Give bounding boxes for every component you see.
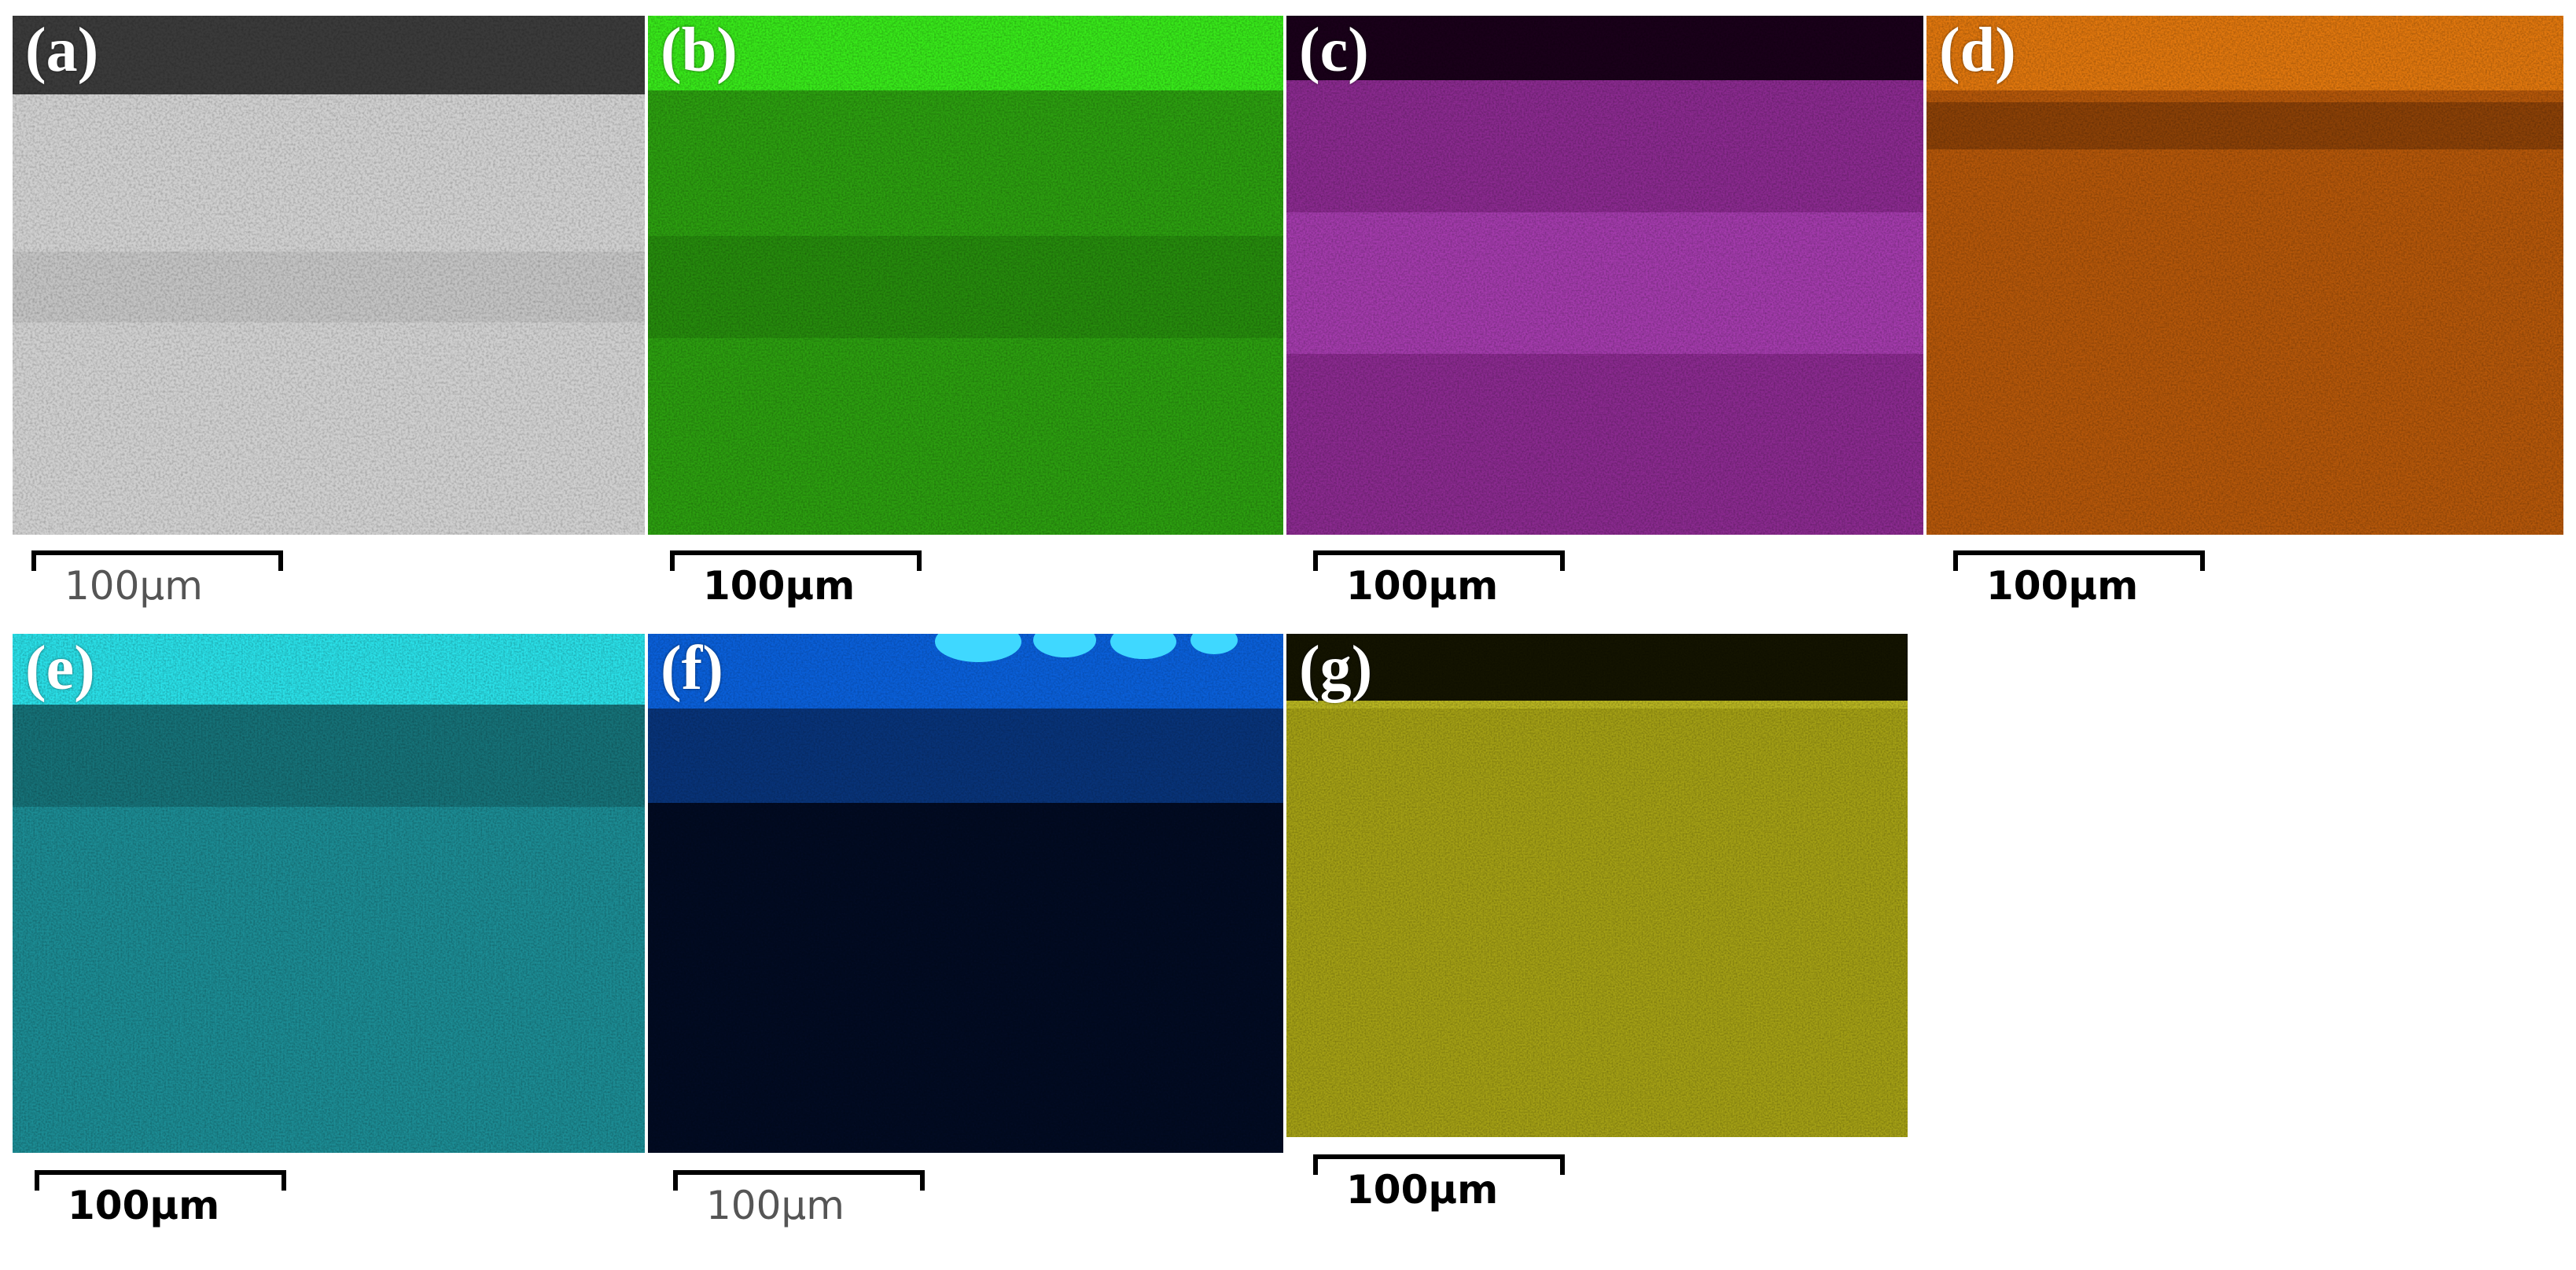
scalebar-line-a: [31, 550, 283, 571]
panel-c: (c): [1286, 16, 1923, 535]
scalebar-text-a: 100µm: [64, 563, 203, 609]
surface-blobs-f: [935, 634, 1238, 662]
panel-b: (b): [648, 16, 1283, 535]
panel-a: (a): [13, 16, 645, 535]
panel-e: (e): [13, 634, 645, 1153]
scalebar-g: 100µm: [1313, 1154, 1565, 1217]
panel-label-b: (b): [661, 16, 738, 85]
element-map-d: [1926, 16, 2563, 535]
scalebar-text-e: 100µm: [68, 1183, 220, 1228]
panel-label-e: (e): [25, 634, 95, 703]
scalebar-line-f: [673, 1170, 925, 1191]
scalebar-b: 100µm: [670, 550, 922, 613]
panel-label-g: (g): [1299, 634, 1373, 703]
element-map-f: [648, 634, 1283, 1153]
panel-label-a: (a): [25, 16, 99, 85]
panel-label-c: (c): [1299, 16, 1369, 85]
element-map-g: [1286, 634, 1908, 1137]
panel-label-d: (d): [1939, 16, 2016, 85]
element-map-c: [1286, 16, 1923, 535]
panel-label-f: (f): [661, 634, 723, 703]
scalebar-line-d: [1953, 550, 2205, 571]
scalebar-line-b: [670, 550, 922, 571]
scalebar-text-c: 100µm: [1346, 563, 1499, 609]
scalebar-c: 100µm: [1313, 550, 1565, 613]
scalebar-line-c: [1313, 550, 1565, 571]
scalebar-line-e: [35, 1170, 286, 1191]
scalebar-line-g: [1313, 1154, 1565, 1175]
scalebar-f: 100µm: [673, 1170, 925, 1233]
scalebar-text-f: 100µm: [706, 1183, 845, 1228]
panel-d: (d): [1926, 16, 2563, 535]
scalebar-text-d: 100µm: [1986, 563, 2139, 609]
element-map-e: [13, 634, 645, 1153]
scalebar-a: 100µm: [31, 550, 283, 613]
panel-g: (g): [1286, 634, 1908, 1137]
scalebar-e: 100µm: [35, 1170, 286, 1233]
panel-f: (f): [648, 634, 1283, 1153]
scalebar-d: 100µm: [1953, 550, 2205, 613]
sem-image-a: [13, 16, 645, 535]
scalebar-text-b: 100µm: [703, 563, 856, 609]
element-map-b: [648, 16, 1283, 535]
scalebar-text-g: 100µm: [1346, 1167, 1499, 1213]
